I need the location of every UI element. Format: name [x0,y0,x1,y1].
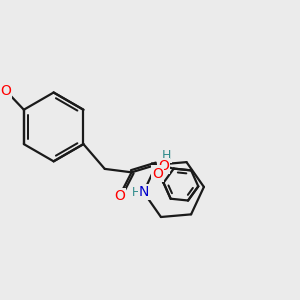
Text: O: O [114,189,125,203]
Text: H: H [132,186,141,199]
Text: O: O [152,167,164,181]
Text: O: O [158,159,169,173]
Text: O: O [1,84,11,98]
Text: H: H [162,148,171,162]
Text: N: N [139,185,149,199]
